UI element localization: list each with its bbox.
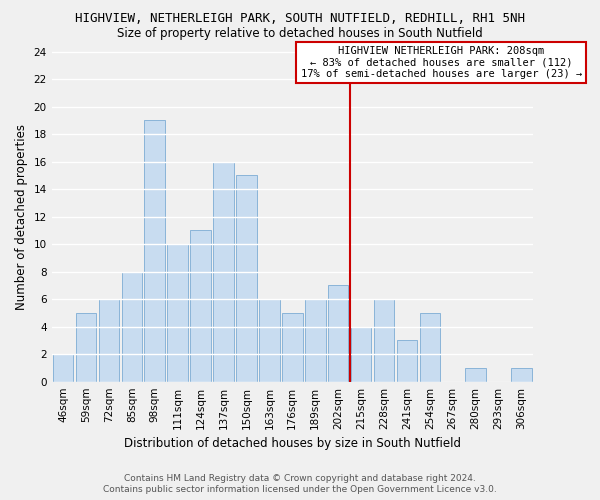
Bar: [122, 272, 142, 382]
Bar: [145, 120, 165, 382]
Bar: [190, 230, 211, 382]
Text: HIGHVIEW, NETHERLEIGH PARK, SOUTH NUTFIELD, REDHILL, RH1 5NH: HIGHVIEW, NETHERLEIGH PARK, SOUTH NUTFIE…: [75, 12, 525, 26]
Bar: [511, 368, 532, 382]
Bar: [213, 162, 234, 382]
Bar: [466, 368, 486, 382]
Text: Contains HM Land Registry data © Crown copyright and database right 2024.
Contai: Contains HM Land Registry data © Crown c…: [103, 474, 497, 494]
Bar: [282, 313, 302, 382]
Y-axis label: Number of detached properties: Number of detached properties: [15, 124, 28, 310]
Bar: [259, 299, 280, 382]
Bar: [76, 313, 97, 382]
Bar: [305, 299, 326, 382]
Bar: [98, 299, 119, 382]
Text: HIGHVIEW NETHERLEIGH PARK: 208sqm
← 83% of detached houses are smaller (112)
17%: HIGHVIEW NETHERLEIGH PARK: 208sqm ← 83% …: [301, 46, 582, 79]
Bar: [374, 299, 394, 382]
Bar: [236, 176, 257, 382]
Bar: [53, 354, 73, 382]
Bar: [328, 286, 349, 382]
Bar: [419, 313, 440, 382]
X-axis label: Distribution of detached houses by size in South Nutfield: Distribution of detached houses by size …: [124, 437, 461, 450]
Bar: [167, 244, 188, 382]
Bar: [397, 340, 417, 382]
Text: Size of property relative to detached houses in South Nutfield: Size of property relative to detached ho…: [117, 27, 483, 40]
Bar: [351, 326, 371, 382]
